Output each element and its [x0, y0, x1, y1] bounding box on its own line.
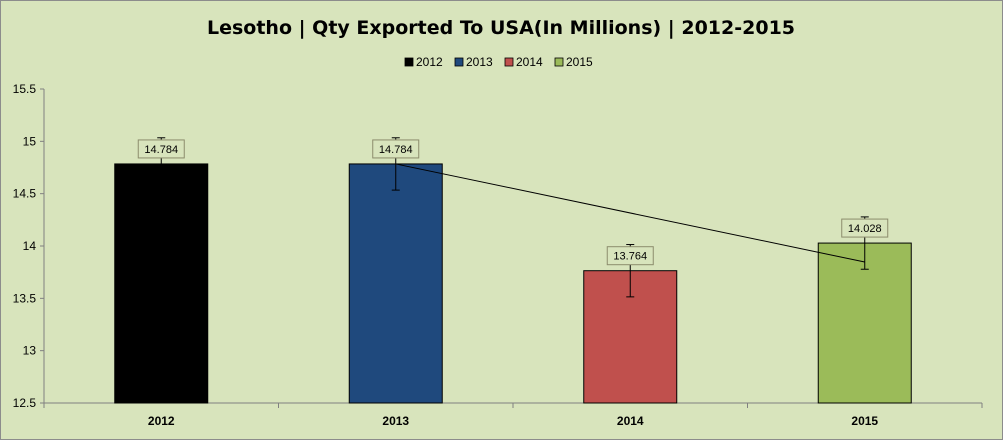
y-tick-label: 14	[23, 239, 37, 253]
legend-label: 2014	[516, 55, 543, 69]
plot-area: 12.5 13 13.5 14 14.5 15 15.5 14.784 2012 14.784 20…	[13, 82, 983, 428]
bar-2013	[348, 163, 443, 404]
y-tick-label: 12.5	[13, 396, 37, 410]
data-label-box	[137, 139, 185, 159]
y-tick-label: 15.5	[13, 82, 37, 96]
legend-swatch	[454, 57, 464, 67]
legend-item-2014: 2014	[504, 55, 543, 69]
data-label-text: 14.784	[144, 144, 178, 156]
legend-item-2013: 2013	[454, 55, 493, 69]
data-label-2015: 14.028	[841, 218, 889, 238]
data-label-text: 14.784	[379, 144, 413, 156]
x-tick-label-2012: 2012	[148, 414, 175, 428]
legend-swatch	[404, 57, 414, 67]
data-label-box	[841, 218, 889, 238]
y-tick-label: 15	[23, 134, 37, 148]
legend-label: 2015	[566, 55, 593, 69]
bar-2012	[114, 163, 209, 404]
trendline	[395, 163, 865, 263]
x-tick-label-2014: 2014	[617, 414, 644, 428]
legend: 2012 2013 2014 2015	[404, 55, 593, 69]
data-label-box	[372, 139, 420, 159]
data-label-box	[606, 246, 654, 266]
data-label-2014: 13.764	[606, 246, 654, 266]
legend-label: 2013	[466, 55, 493, 69]
legend-swatch	[504, 57, 514, 67]
data-label-2013: 14.784	[372, 139, 420, 159]
legend-label: 2012	[416, 55, 443, 69]
chart-title: Lesotho | Qty Exported To USA(In Million…	[207, 17, 795, 39]
y-tick-label: 14.5	[13, 187, 37, 201]
legend-item-2012: 2012	[404, 55, 443, 69]
data-label-text: 13.764	[613, 251, 647, 263]
legend-item-2015: 2015	[554, 55, 593, 69]
y-tick-label: 13.5	[13, 291, 37, 305]
x-tick-label-2013: 2013	[382, 414, 409, 428]
x-tick-label-2015: 2015	[851, 414, 878, 428]
y-tick-label: 13	[23, 344, 37, 358]
data-label-text: 14.028	[848, 223, 882, 235]
legend-swatch	[554, 57, 564, 67]
data-label-2012: 14.784	[137, 139, 185, 159]
